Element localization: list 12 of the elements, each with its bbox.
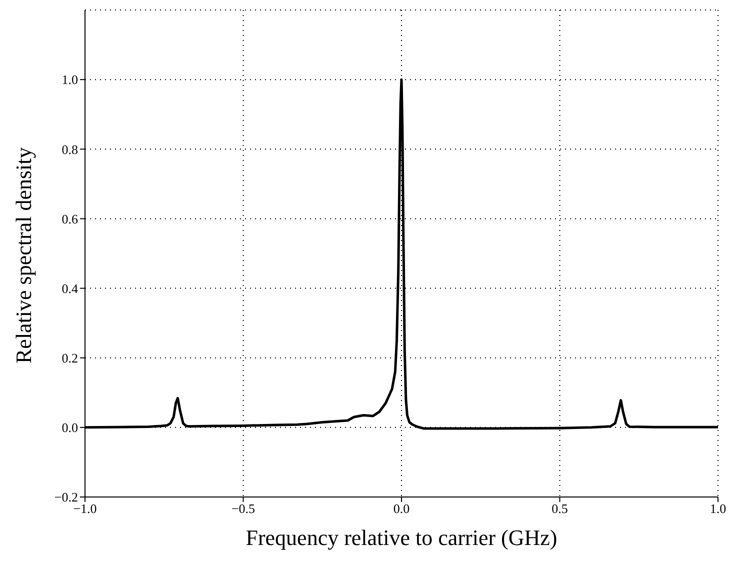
x-axis-title: Frequency relative to carrier (GHz) [246, 525, 558, 550]
y-axis-title: Relative spectral density [10, 147, 36, 364]
x-tick-label: 1.0 [710, 501, 726, 516]
y-tick-label: 0.8 [62, 142, 78, 157]
x-tick-label: 0.5 [552, 501, 568, 516]
y-tick-label: 0.6 [62, 211, 78, 226]
y-tick-label: 0.0 [62, 420, 78, 436]
y-tick-label: 0.4 [62, 280, 78, 296]
y-tick-label: 0.2 [62, 350, 78, 366]
x-tick-label: −0.5 [231, 501, 256, 516]
x-tick-label: 0.0 [393, 501, 410, 516]
y-tick-label: 1.0 [62, 72, 78, 88]
